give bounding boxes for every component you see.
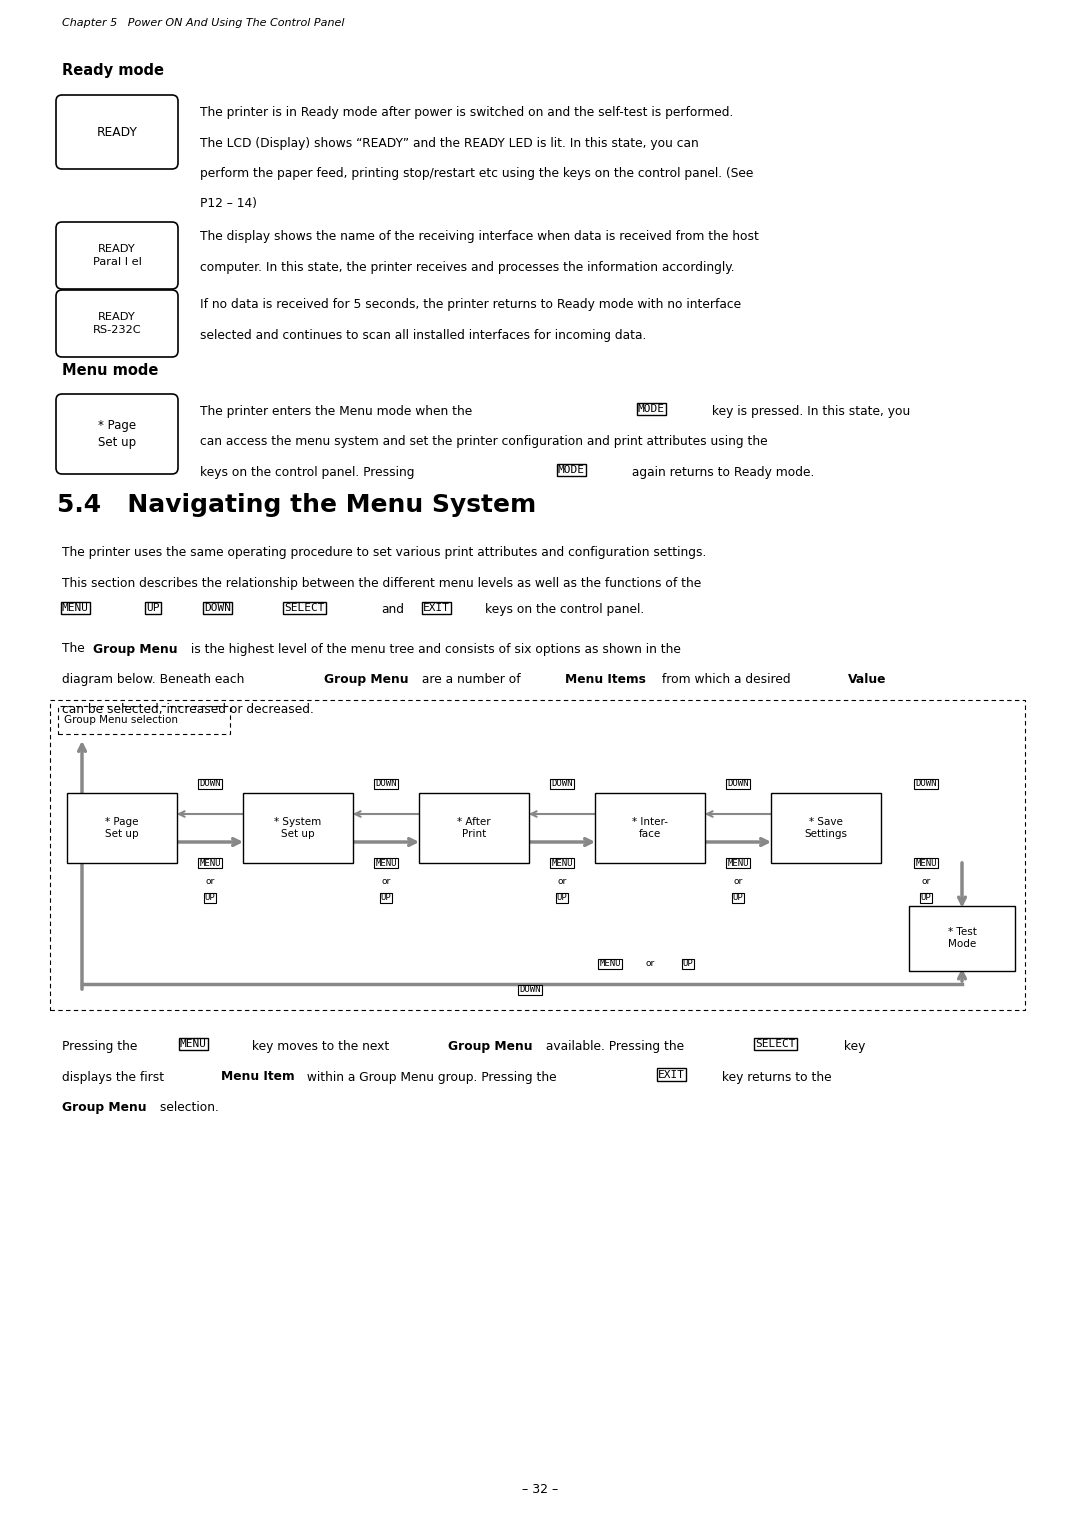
Text: Value: Value — [848, 672, 887, 686]
Text: or: or — [557, 877, 567, 886]
Text: * Inter-
face: * Inter- face — [632, 817, 669, 839]
Text: MENU: MENU — [915, 859, 936, 868]
FancyBboxPatch shape — [56, 95, 178, 170]
Text: The: The — [62, 642, 89, 656]
Text: Chapter 5   Power ON And Using The Control Panel: Chapter 5 Power ON And Using The Control… — [62, 18, 345, 28]
Text: MODE: MODE — [638, 403, 665, 414]
Text: If no data is received for 5 seconds, the printer returns to Ready mode with no : If no data is received for 5 seconds, th… — [200, 298, 741, 312]
Text: EXIT: EXIT — [658, 1070, 685, 1079]
Text: Group Menu selection: Group Menu selection — [64, 715, 178, 724]
Text: Group Menu: Group Menu — [93, 642, 177, 656]
Text: displays the first: displays the first — [62, 1071, 168, 1083]
Text: is the highest level of the menu tree and consists of six options as shown in th: is the highest level of the menu tree an… — [187, 642, 680, 656]
FancyBboxPatch shape — [56, 290, 178, 358]
Text: or: or — [733, 877, 743, 886]
Text: Group Menu: Group Menu — [324, 672, 408, 686]
Text: perform the paper feed, printing stop/restart etc using the keys on the control : perform the paper feed, printing stop/re… — [200, 167, 754, 180]
Text: DOWN: DOWN — [519, 986, 541, 995]
Text: MENU: MENU — [180, 1039, 207, 1050]
Text: The printer enters the Menu mode when the: The printer enters the Menu mode when th… — [200, 405, 476, 419]
Text: Ready mode: Ready mode — [62, 63, 164, 78]
Text: within a Group Menu group. Pressing the: within a Group Menu group. Pressing the — [303, 1071, 561, 1083]
Text: key is pressed. In this state, you: key is pressed. In this state, you — [708, 405, 910, 419]
Text: READY
RS-232C: READY RS-232C — [93, 312, 141, 335]
Text: 5.4   Navigating the Menu System: 5.4 Navigating the Menu System — [57, 494, 537, 516]
Text: MENU: MENU — [551, 859, 572, 868]
Text: Group Menu: Group Menu — [448, 1041, 532, 1053]
Text: P12 – 14): P12 – 14) — [200, 197, 257, 211]
FancyBboxPatch shape — [56, 394, 178, 474]
Text: UP: UP — [146, 604, 160, 613]
Text: EXIT: EXIT — [423, 604, 450, 613]
Text: READY
Paral l el: READY Paral l el — [93, 244, 141, 267]
FancyBboxPatch shape — [243, 793, 353, 863]
Text: UP: UP — [683, 960, 693, 969]
Text: Menu Items: Menu Items — [565, 672, 646, 686]
Text: * System
Set up: * System Set up — [274, 817, 322, 839]
FancyBboxPatch shape — [67, 793, 177, 863]
Text: DOWN: DOWN — [375, 779, 396, 788]
Text: The display shows the name of the receiving interface when data is received from: The display shows the name of the receiv… — [200, 231, 759, 243]
Text: key returns to the: key returns to the — [718, 1071, 832, 1083]
Text: keys on the control panel. Pressing: keys on the control panel. Pressing — [200, 466, 418, 478]
Text: can be selected, increased or decreased.: can be selected, increased or decreased. — [62, 703, 314, 717]
FancyBboxPatch shape — [909, 906, 1014, 970]
Text: UP: UP — [556, 894, 567, 903]
Text: Group Menu: Group Menu — [62, 1102, 147, 1114]
Text: Pressing the: Pressing the — [62, 1041, 141, 1053]
Text: again returns to Ready mode.: again returns to Ready mode. — [627, 466, 814, 478]
Text: MENU: MENU — [375, 859, 396, 868]
Text: MENU: MENU — [62, 604, 89, 613]
Text: selection.: selection. — [156, 1102, 219, 1114]
Text: * Save
Settings: * Save Settings — [805, 817, 848, 839]
Text: MENU: MENU — [599, 960, 621, 969]
Text: from which a desired: from which a desired — [658, 672, 795, 686]
Text: UP: UP — [204, 894, 215, 903]
Text: * Page
Set up: * Page Set up — [105, 817, 139, 839]
Text: The printer is in Ready mode after power is switched on and the self-test is per: The printer is in Ready mode after power… — [200, 105, 733, 119]
Text: SELECT: SELECT — [755, 1039, 796, 1050]
Text: UP: UP — [380, 894, 391, 903]
Text: DOWN: DOWN — [204, 604, 231, 613]
Text: * Page
Set up: * Page Set up — [98, 419, 136, 449]
Text: key moves to the next: key moves to the next — [248, 1041, 393, 1053]
Text: DOWN: DOWN — [915, 779, 936, 788]
Text: MENU: MENU — [199, 859, 220, 868]
Text: Menu Item: Menu Item — [221, 1071, 295, 1083]
Text: UP: UP — [732, 894, 743, 903]
Text: Menu mode: Menu mode — [62, 364, 159, 377]
Text: * Test
Mode: * Test Mode — [947, 927, 976, 949]
Text: DOWN: DOWN — [551, 779, 572, 788]
Text: SELECT: SELECT — [284, 604, 324, 613]
Text: – 32 –: – 32 – — [522, 1484, 558, 1496]
FancyBboxPatch shape — [595, 793, 705, 863]
Text: computer. In this state, the printer receives and processes the information acco: computer. In this state, the printer rec… — [200, 260, 734, 274]
FancyBboxPatch shape — [419, 793, 529, 863]
Text: DOWN: DOWN — [727, 779, 748, 788]
Text: DOWN: DOWN — [199, 779, 220, 788]
Text: selected and continues to scan all installed interfaces for incoming data.: selected and continues to scan all insta… — [200, 329, 646, 341]
Text: MODE: MODE — [558, 465, 585, 475]
Text: available. Pressing the: available. Pressing the — [542, 1041, 688, 1053]
FancyBboxPatch shape — [56, 222, 178, 289]
Text: key: key — [840, 1041, 865, 1053]
Text: UP: UP — [920, 894, 931, 903]
Text: and: and — [381, 604, 404, 616]
Text: READY: READY — [96, 125, 137, 139]
Text: The printer uses the same operating procedure to set various print attributes an: The printer uses the same operating proc… — [62, 545, 706, 559]
Text: or: or — [205, 877, 215, 886]
Text: or: or — [921, 877, 931, 886]
Text: The LCD (Display) shows “READY” and the READY LED is lit. In this state, you can: The LCD (Display) shows “READY” and the … — [200, 136, 699, 150]
Text: MENU: MENU — [727, 859, 748, 868]
Text: * After
Print: * After Print — [457, 817, 490, 839]
Text: diagram below. Beneath each: diagram below. Beneath each — [62, 672, 248, 686]
Text: or: or — [381, 877, 391, 886]
FancyBboxPatch shape — [771, 793, 881, 863]
Text: keys on the control panel.: keys on the control panel. — [485, 604, 645, 616]
Text: This section describes the relationship between the different menu levels as wel: This section describes the relationship … — [62, 576, 701, 590]
Text: or: or — [646, 960, 654, 969]
Text: are a number of: are a number of — [418, 672, 525, 686]
Text: can access the menu system and set the printer configuration and print attribute: can access the menu system and set the p… — [200, 435, 768, 449]
